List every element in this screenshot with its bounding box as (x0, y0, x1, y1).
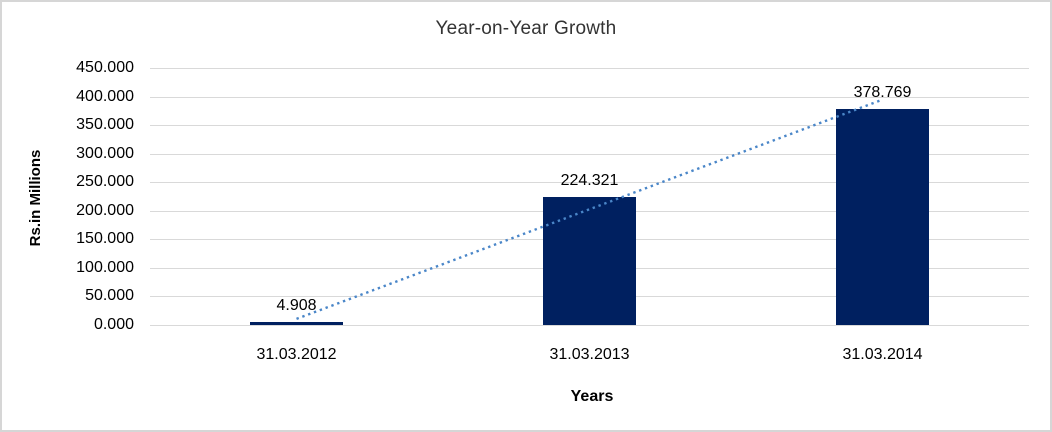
bar-31.03.2014 (836, 108, 929, 325)
y-tick-label: 100.000 (76, 258, 134, 276)
y-tick-label: 250.000 (76, 173, 134, 191)
bar-value-label: 4.908 (276, 297, 317, 314)
bar-31.03.2012 (250, 322, 343, 325)
bar-31.03.2013 (543, 196, 636, 325)
y-tick-label: 450.000 (76, 59, 134, 76)
gridline (150, 96, 1029, 98)
bar-value-label: 378.769 (853, 83, 912, 101)
x-tick-label: 31.03.2012 (256, 346, 337, 363)
chart-title: Year-on-Year Growth (435, 18, 617, 39)
y-tick-label: 50.000 (85, 287, 134, 305)
gridline (150, 68, 1029, 69)
y-tick-label: 300.000 (76, 144, 134, 162)
x-tick-label: 31.03.2013 (549, 346, 630, 363)
y-tick-label: 400.000 (76, 87, 134, 105)
x-axis-title: Years (570, 388, 614, 405)
y-tick-label: 350.000 (76, 116, 134, 134)
x-tick-label: 31.03.2014 (842, 346, 923, 363)
gridline (150, 325, 1029, 326)
y-axis-title: Rs.in Millions (27, 149, 44, 247)
bar-value-label: 224.321 (560, 171, 619, 189)
y-tick-label: 150.000 (76, 230, 134, 248)
y-tick-label: 200.000 (76, 201, 134, 219)
y-tick-label: 0.000 (93, 316, 134, 333)
